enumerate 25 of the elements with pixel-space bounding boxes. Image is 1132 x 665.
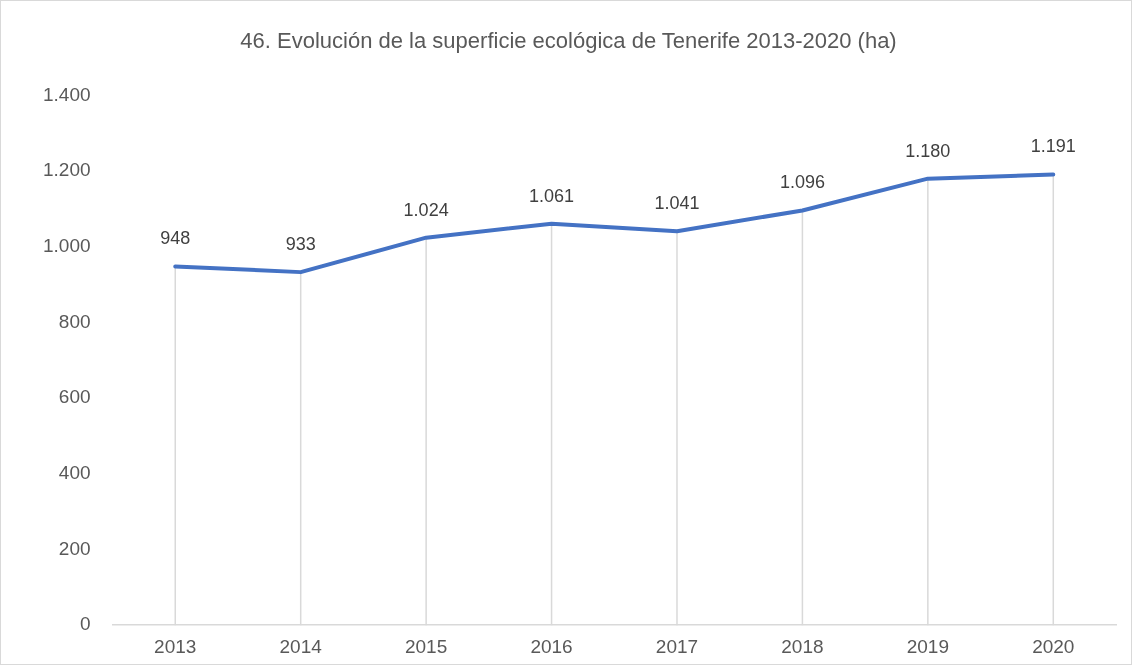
- x-tick-label: 2020: [1032, 635, 1075, 657]
- y-tick-label: 200: [58, 537, 91, 559]
- y-tick-label: 600: [58, 386, 91, 408]
- y-tick-label: 1.000: [43, 235, 91, 257]
- x-tick-label: 2015: [404, 635, 448, 657]
- y-tick-label: 800: [58, 310, 91, 332]
- y-tick-label: 1.200: [43, 159, 91, 181]
- x-tick-label: 2018: [781, 635, 824, 657]
- y-tick-label: 400: [58, 462, 91, 484]
- data-label: 1.180: [905, 140, 951, 161]
- data-label: 933: [285, 234, 316, 255]
- data-label: 1.061: [529, 185, 575, 206]
- x-tick-label: 2019: [906, 635, 949, 657]
- x-tick-label: 2016: [530, 635, 573, 657]
- y-tick-label: 0: [79, 613, 91, 635]
- data-label: 1.041: [654, 193, 700, 214]
- x-tick-label: 2014: [279, 635, 323, 657]
- x-tick-label: 2017: [655, 635, 699, 657]
- data-label: 1.024: [403, 199, 449, 220]
- data-label: 948: [160, 228, 191, 249]
- data-label: 1.191: [1030, 136, 1076, 157]
- data-label: 1.096: [779, 172, 825, 193]
- chart-title: 46. Evolución de la superficie ecológica de Tenerife 2013-2020 (ha): [240, 28, 897, 54]
- y-tick-label: 1.400: [43, 83, 91, 105]
- x-tick-label: 2013: [154, 635, 197, 657]
